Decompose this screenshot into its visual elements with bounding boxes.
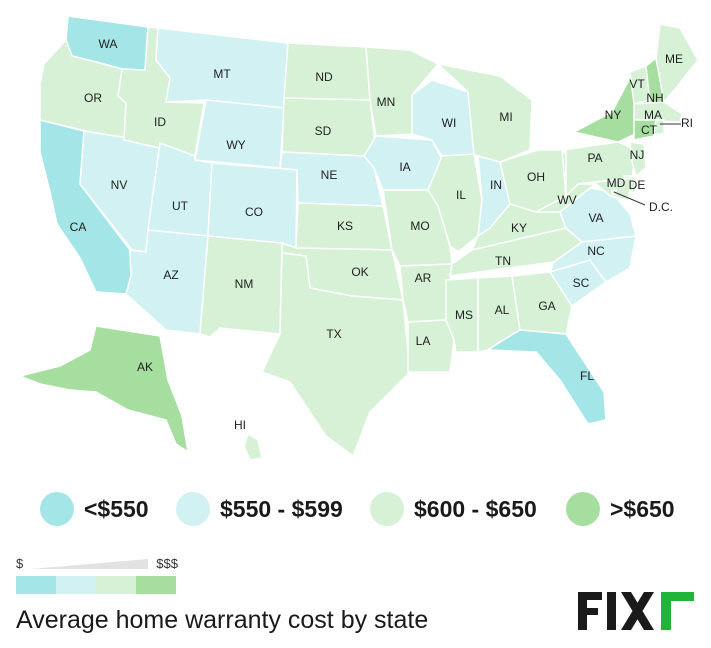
state-la [407,319,455,373]
cost-scale: $ $$$ [16,556,178,600]
state-label-md: MD [607,176,626,190]
state-label-ct: CT [641,123,658,137]
state-label-mo: MO [410,219,429,233]
us-choropleth-map: WA OR CA NV ID MT WY UT AZ CO NM ND SD NE KS OK TX MN IA MO… [17,15,699,461]
state-label-ok: OK [351,265,368,279]
state-label-pa: PA [587,151,602,165]
state-label-ga: GA [538,299,555,313]
state-ak [17,325,190,454]
state-label-ut: UT [172,199,189,213]
scale-high-label: $$$ [156,556,178,571]
state-label-tx: TX [326,327,341,341]
state-label-sd: SD [315,124,332,138]
state-hi [243,432,263,461]
state-label-de: DE [629,178,646,192]
state-label-la: LA [416,334,431,348]
state-label-nh: NH [646,91,663,105]
state-label-nm: NM [235,277,254,291]
fixr-logo [578,592,694,630]
legend-label: $600 - $650 [414,495,537,522]
legend-swatch [566,492,600,526]
state-md [577,177,633,201]
state-label-co: CO [245,205,263,219]
state-label-wi: WI [442,116,457,130]
legend-item: $550 - $599 [176,486,343,532]
state-label-ny: NY [605,108,622,122]
state-label-az: AZ [163,268,178,282]
state-label-me: ME [665,52,683,66]
state-ct [633,119,657,141]
legend-label: <$550 [84,495,149,522]
state-label-ri: RI [681,116,693,130]
state-label-wy: WY [226,138,245,152]
legend-label: >$650 [610,495,675,522]
state-label-wv: WV [557,193,576,207]
state-nj [629,141,647,178]
legend-swatch [176,492,210,526]
state-label-ar: AR [415,271,432,285]
state-label-wa: WA [99,37,118,51]
legend-swatch [370,492,404,526]
state-fl [485,329,607,425]
state-label-nc: NC [587,244,605,258]
state-label-va: VA [588,211,603,225]
map-caption: Average home warranty cost by state [16,606,429,634]
scale-segment [136,576,176,594]
scale-segment [16,576,56,594]
state-label-mi: MI [499,110,512,124]
state-label-al: AL [495,303,510,317]
state-label-oh: OH [527,170,545,184]
state-ga [511,271,573,335]
state-label-ms: MS [455,308,473,322]
legend-label: $550 - $599 [220,495,343,522]
state-label-tn: TN [495,254,511,268]
state-label-mn: MN [377,95,396,109]
state-label-in: IN [490,178,502,192]
state-label-nv: NV [111,178,128,192]
state-il [427,153,483,253]
label-leader-lines [613,123,681,206]
state-shapes [17,15,699,461]
state-label-fl: FL [580,369,594,383]
state-label-ma: MA [644,108,662,122]
scale-low-label: $ [16,556,24,571]
state-label-ky: KY [511,221,527,235]
legend-item: >$650 [566,486,675,532]
state-label-ak: AK [137,360,153,374]
legend-item: $600 - $650 [370,486,537,532]
state-ma [633,101,683,123]
state-label-mt: MT [213,67,231,81]
state-label-ks: KS [337,219,353,233]
state-label-ca: CA [70,220,87,234]
scale-segment [96,576,136,594]
state-label-ia: IA [399,160,410,174]
state-label-dc: D.C. [649,200,673,214]
scale-wedge [30,559,148,569]
legend-item: <$550 [40,486,149,532]
state-wy [194,99,285,169]
state-label-vt: VT [629,77,645,91]
state-label-hi: HI [234,418,246,432]
state-label-nd: ND [315,70,333,84]
state-label-sc: SC [573,276,590,290]
state-label-nj: NJ [630,148,645,162]
dc-leader-line [613,191,646,206]
state-label-or: OR [84,91,102,105]
state-label-id: ID [154,115,166,129]
legend: <$550 $550 - $599 $600 - $650 >$650 [0,486,711,532]
state-label-ne: NE [321,168,338,182]
state-label-il: IL [456,188,466,202]
legend-swatch [40,492,74,526]
scale-bar [16,576,176,594]
scale-segment [56,576,96,594]
state-labels: WA OR CA NV ID MT WY UT AZ CO NM ND SD NE KS OK TX MN IA MO… [70,37,693,432]
